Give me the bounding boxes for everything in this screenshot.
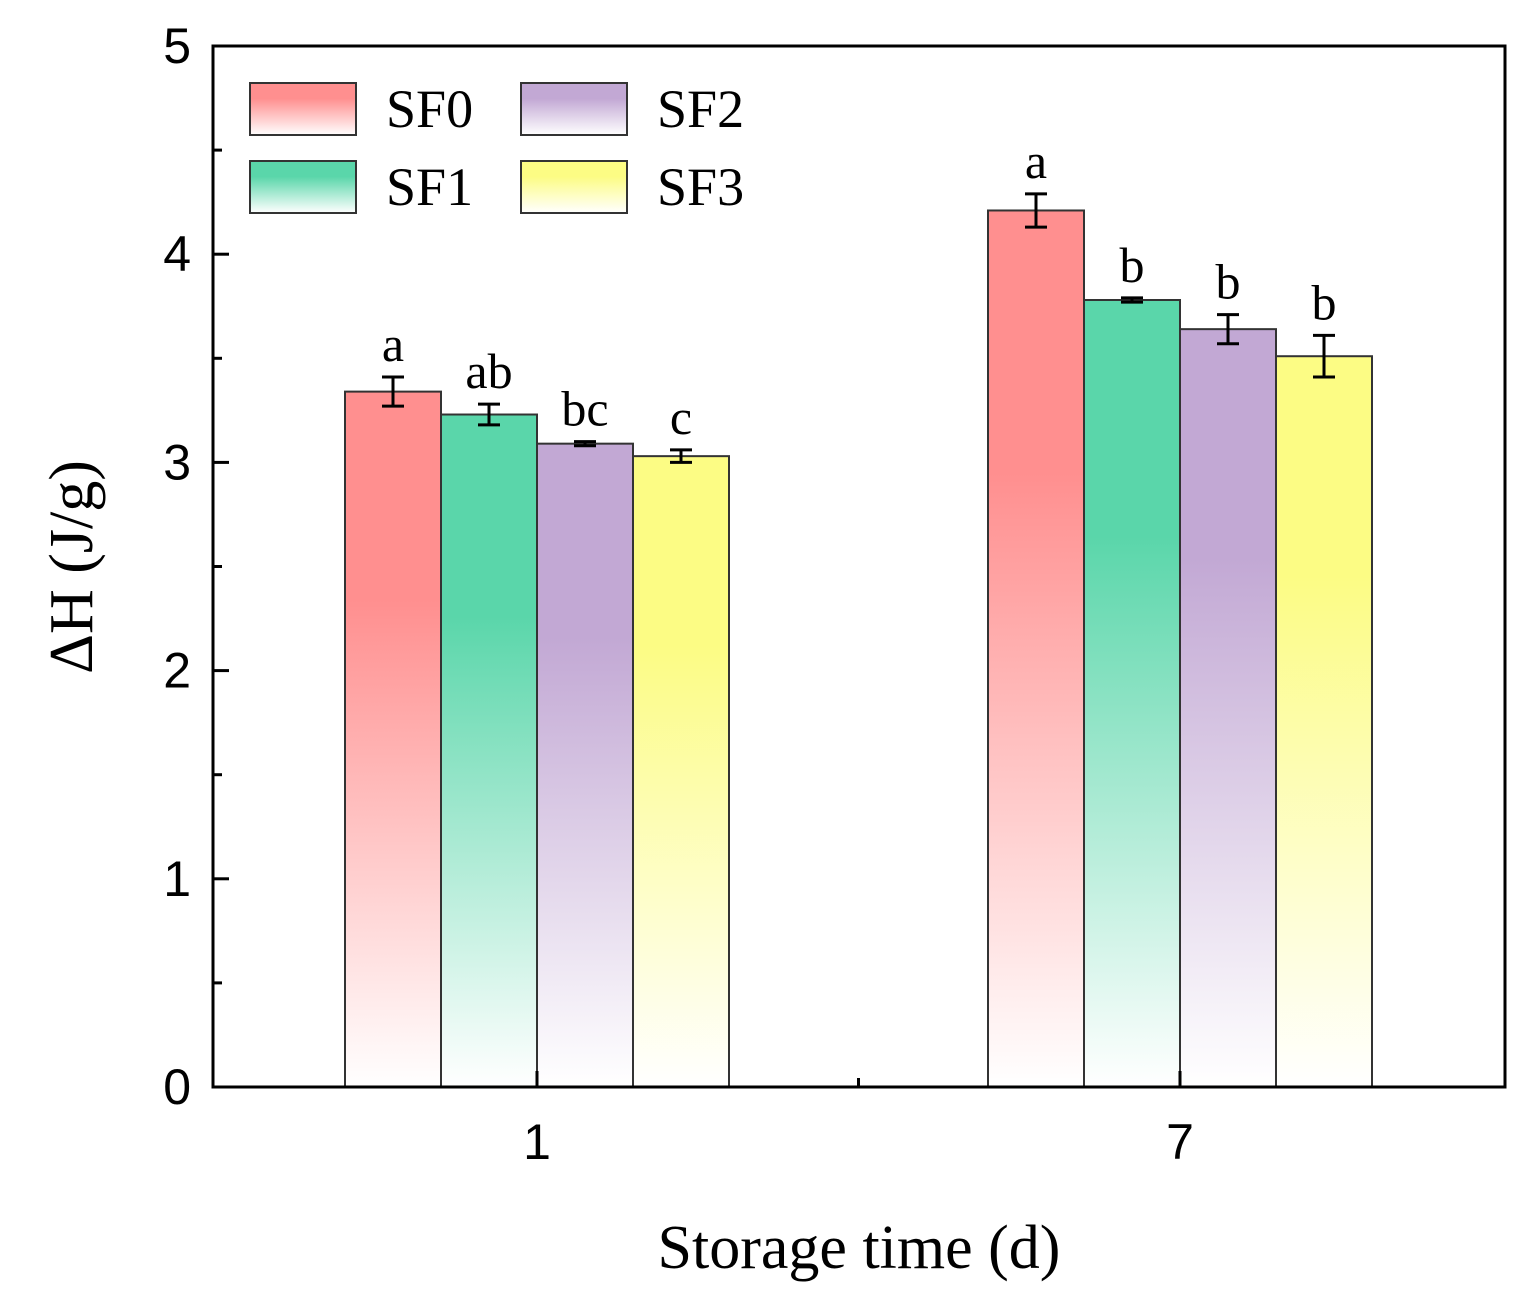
bars-layer bbox=[344, 209, 1373, 1089]
y-axis: 0 1 2 3 4 5 bbox=[163, 18, 229, 1115]
error-bar-sf3-day-7 bbox=[1313, 333, 1335, 379]
bar-sf0-day-1 bbox=[344, 390, 442, 1088]
significance-label-sf0-day-1: a bbox=[382, 316, 404, 372]
legend-label: SF3 bbox=[657, 157, 744, 217]
legend-swatch bbox=[249, 160, 357, 214]
y-tick-label: 5 bbox=[163, 18, 191, 74]
bar-sf1-day-1 bbox=[440, 413, 538, 1089]
legend: SF0 SF1 SF2 SF3 bbox=[249, 79, 744, 217]
legend-item-sf2: SF2 bbox=[520, 79, 744, 139]
significance-label-sf1-day-1: ab bbox=[465, 343, 512, 399]
bar-sf2-day-1 bbox=[536, 442, 634, 1088]
y-tick-label: 4 bbox=[163, 226, 191, 282]
error-bars-layer bbox=[382, 192, 1335, 464]
y-tick-label: 3 bbox=[163, 434, 191, 490]
error-bar-sf2-day-1 bbox=[574, 440, 596, 448]
error-bar-sf1-day-1 bbox=[478, 402, 500, 427]
error-bar-sf2-day-7 bbox=[1217, 313, 1239, 346]
x-tick-label: 1 bbox=[523, 1114, 551, 1170]
legend-item-sf1: SF1 bbox=[249, 157, 473, 217]
error-bar-sf1-day-7 bbox=[1121, 296, 1143, 304]
error-bar-sf0-day-1 bbox=[382, 375, 404, 408]
legend-label: SF0 bbox=[386, 79, 473, 139]
bar-sf0-day-7 bbox=[987, 209, 1085, 1088]
y-tick-label: 1 bbox=[163, 851, 191, 907]
bar-sf3-day-1 bbox=[632, 455, 730, 1088]
legend-item-sf3: SF3 bbox=[520, 157, 744, 217]
y-tick-label: 0 bbox=[163, 1059, 191, 1115]
legend-swatch bbox=[520, 82, 628, 136]
y-tick-label: 2 bbox=[163, 643, 191, 699]
error-bar-sf3-day-1 bbox=[670, 448, 692, 464]
bar-sf3-day-7 bbox=[1275, 355, 1373, 1088]
error-bar-sf0-day-7 bbox=[1025, 192, 1047, 229]
significance-label-sf2-day-1: bc bbox=[561, 381, 608, 437]
significance-label-sf0-day-7: a bbox=[1025, 133, 1047, 189]
legend-label: SF2 bbox=[657, 79, 744, 139]
significance-label-sf1-day-7: b bbox=[1120, 237, 1145, 293]
significance-label-sf2-day-7: b bbox=[1216, 254, 1241, 310]
y-axis-title: ΔH (J/g) bbox=[38, 460, 106, 674]
legend-swatch bbox=[249, 82, 357, 136]
legend-swatch bbox=[520, 160, 628, 214]
bar-sf1-day-7 bbox=[1083, 299, 1181, 1088]
significance-label-sf3-day-7: b bbox=[1312, 274, 1337, 330]
legend-item-sf0: SF0 bbox=[249, 79, 473, 139]
significance-label-sf3-day-1: c bbox=[670, 389, 692, 445]
bar-sf2-day-7 bbox=[1179, 328, 1277, 1089]
x-tick-label: 7 bbox=[1166, 1114, 1194, 1170]
legend-label: SF1 bbox=[386, 157, 473, 217]
x-axis-title: Storage time (d) bbox=[658, 1214, 1061, 1282]
